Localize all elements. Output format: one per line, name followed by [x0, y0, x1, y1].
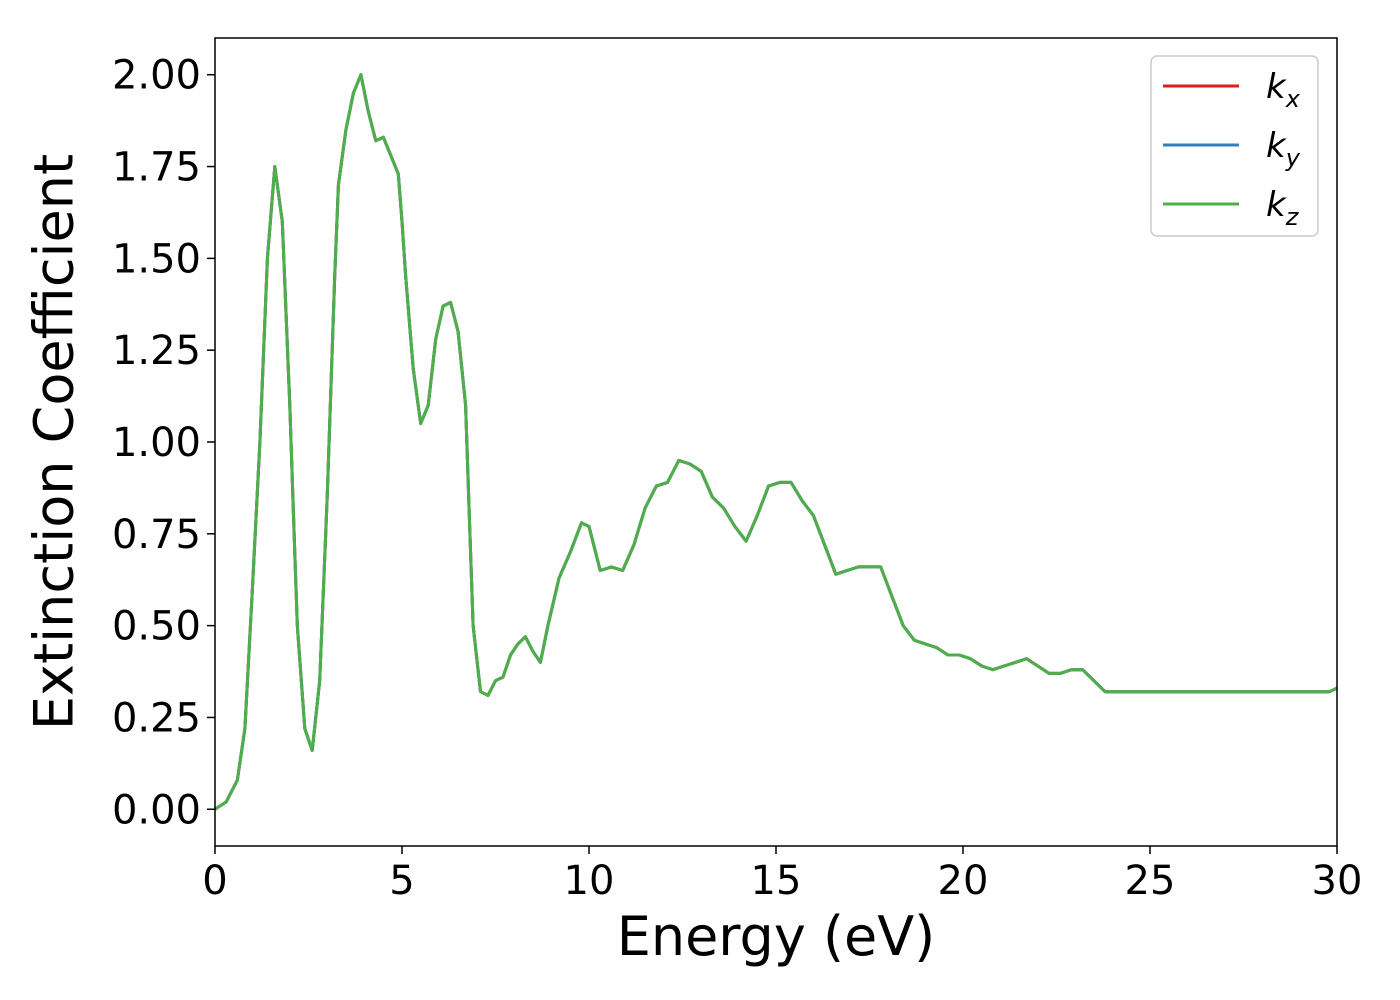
y-tick-label: 1.25 [112, 328, 201, 374]
y-axis-label: Extinction Coefficient [23, 154, 86, 730]
y-tick-label: 2.00 [112, 53, 201, 99]
y-tick-label: 1.00 [112, 420, 201, 466]
legend-label-x: kx [1266, 67, 1301, 113]
series-layer [214, 73, 1338, 811]
y-tick-label: 1.50 [112, 236, 201, 282]
x-tick-label: 20 [938, 858, 989, 904]
y-tick-label: 1.75 [112, 145, 201, 191]
x-axis-label: Energy (eV) [617, 905, 936, 968]
x-tick-label: 15 [751, 858, 802, 904]
x-tick-label: 5 [389, 858, 414, 904]
y-axis-ticks: 0.00 0.25 0.50 0.75 1.00 1.25 1.50 1.75 2.00 [112, 53, 215, 833]
x-tick-label: 25 [1125, 858, 1176, 904]
y-tick-label: 0.75 [112, 512, 201, 558]
y-tick-label: 0.00 [112, 787, 201, 833]
y-tick-label: 0.50 [112, 604, 201, 650]
x-tick-label: 10 [564, 858, 615, 904]
legend-label-y: ky [1266, 126, 1301, 172]
series-line-kz [214, 73, 1338, 811]
legend-label-z: kz [1266, 185, 1300, 231]
y-tick-label: 0.25 [112, 695, 201, 741]
x-tick-label: 0 [202, 858, 227, 904]
x-axis-ticks: 0 5 10 15 20 25 30 [202, 846, 1362, 904]
legend: kx ky kz [1150, 55, 1319, 237]
x-tick-label: 30 [1312, 858, 1363, 904]
